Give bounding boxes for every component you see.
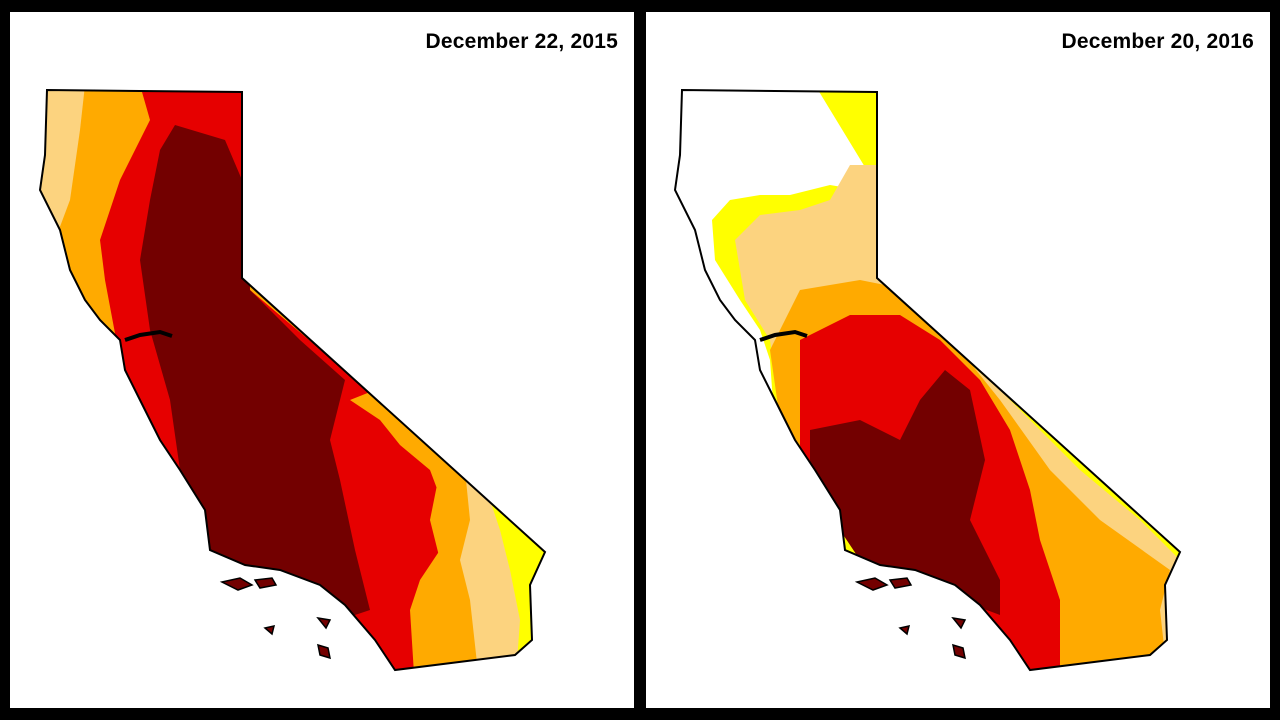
california-map-2016 [675,90,1180,670]
exceptional-drought-area [810,370,1000,615]
exceptional-drought-area [140,125,370,620]
california-map-2015 [40,90,545,670]
map-date-title: December 22, 2015 [425,30,618,53]
map-date-title: December 20, 2016 [1061,30,1254,53]
channel-islands [854,577,967,660]
channel-islands [219,577,332,660]
bay-area [124,329,173,342]
abnormally-dry-area [490,500,545,670]
bay-area [759,329,808,342]
